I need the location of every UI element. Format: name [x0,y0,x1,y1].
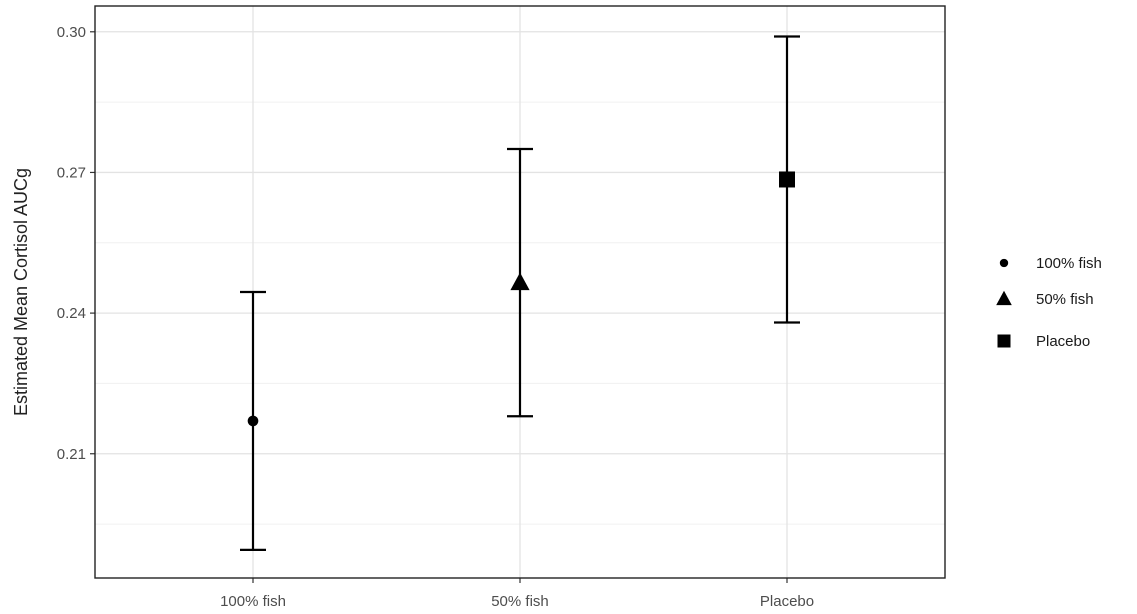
legend-label: 50% fish [1036,291,1094,308]
x-tick-label: Placebo [760,593,814,610]
y-tick-label: 0.24 [57,305,86,322]
x-tick-label: 50% fish [491,593,549,610]
axes: 0.21 0.24 0.27 0.30 100% fish 50% fish Placebo [57,24,814,610]
x-tick-label: 100% fish [220,593,286,610]
point-triangle-2 [510,272,530,291]
legend: 100% fish 50% fish Placebo [996,255,1102,350]
y-tick-label: 0.27 [57,164,86,181]
y-tick-label: 0.30 [57,24,86,41]
plot-panel-border [94,5,946,579]
legend-label: Placebo [1036,333,1090,350]
point-square-3 [779,171,795,188]
point-circle-1 [247,415,259,427]
y-tick-label: 0.21 [57,446,86,463]
legend-key-square [997,334,1011,348]
legend-key-triangle [996,290,1012,306]
data-marks [240,35,800,551]
y-axis-title: Estimated Mean Cortisol AUCg [11,168,31,416]
legend-key-circle [999,258,1009,268]
legend-label: 100% fish [1036,255,1102,272]
